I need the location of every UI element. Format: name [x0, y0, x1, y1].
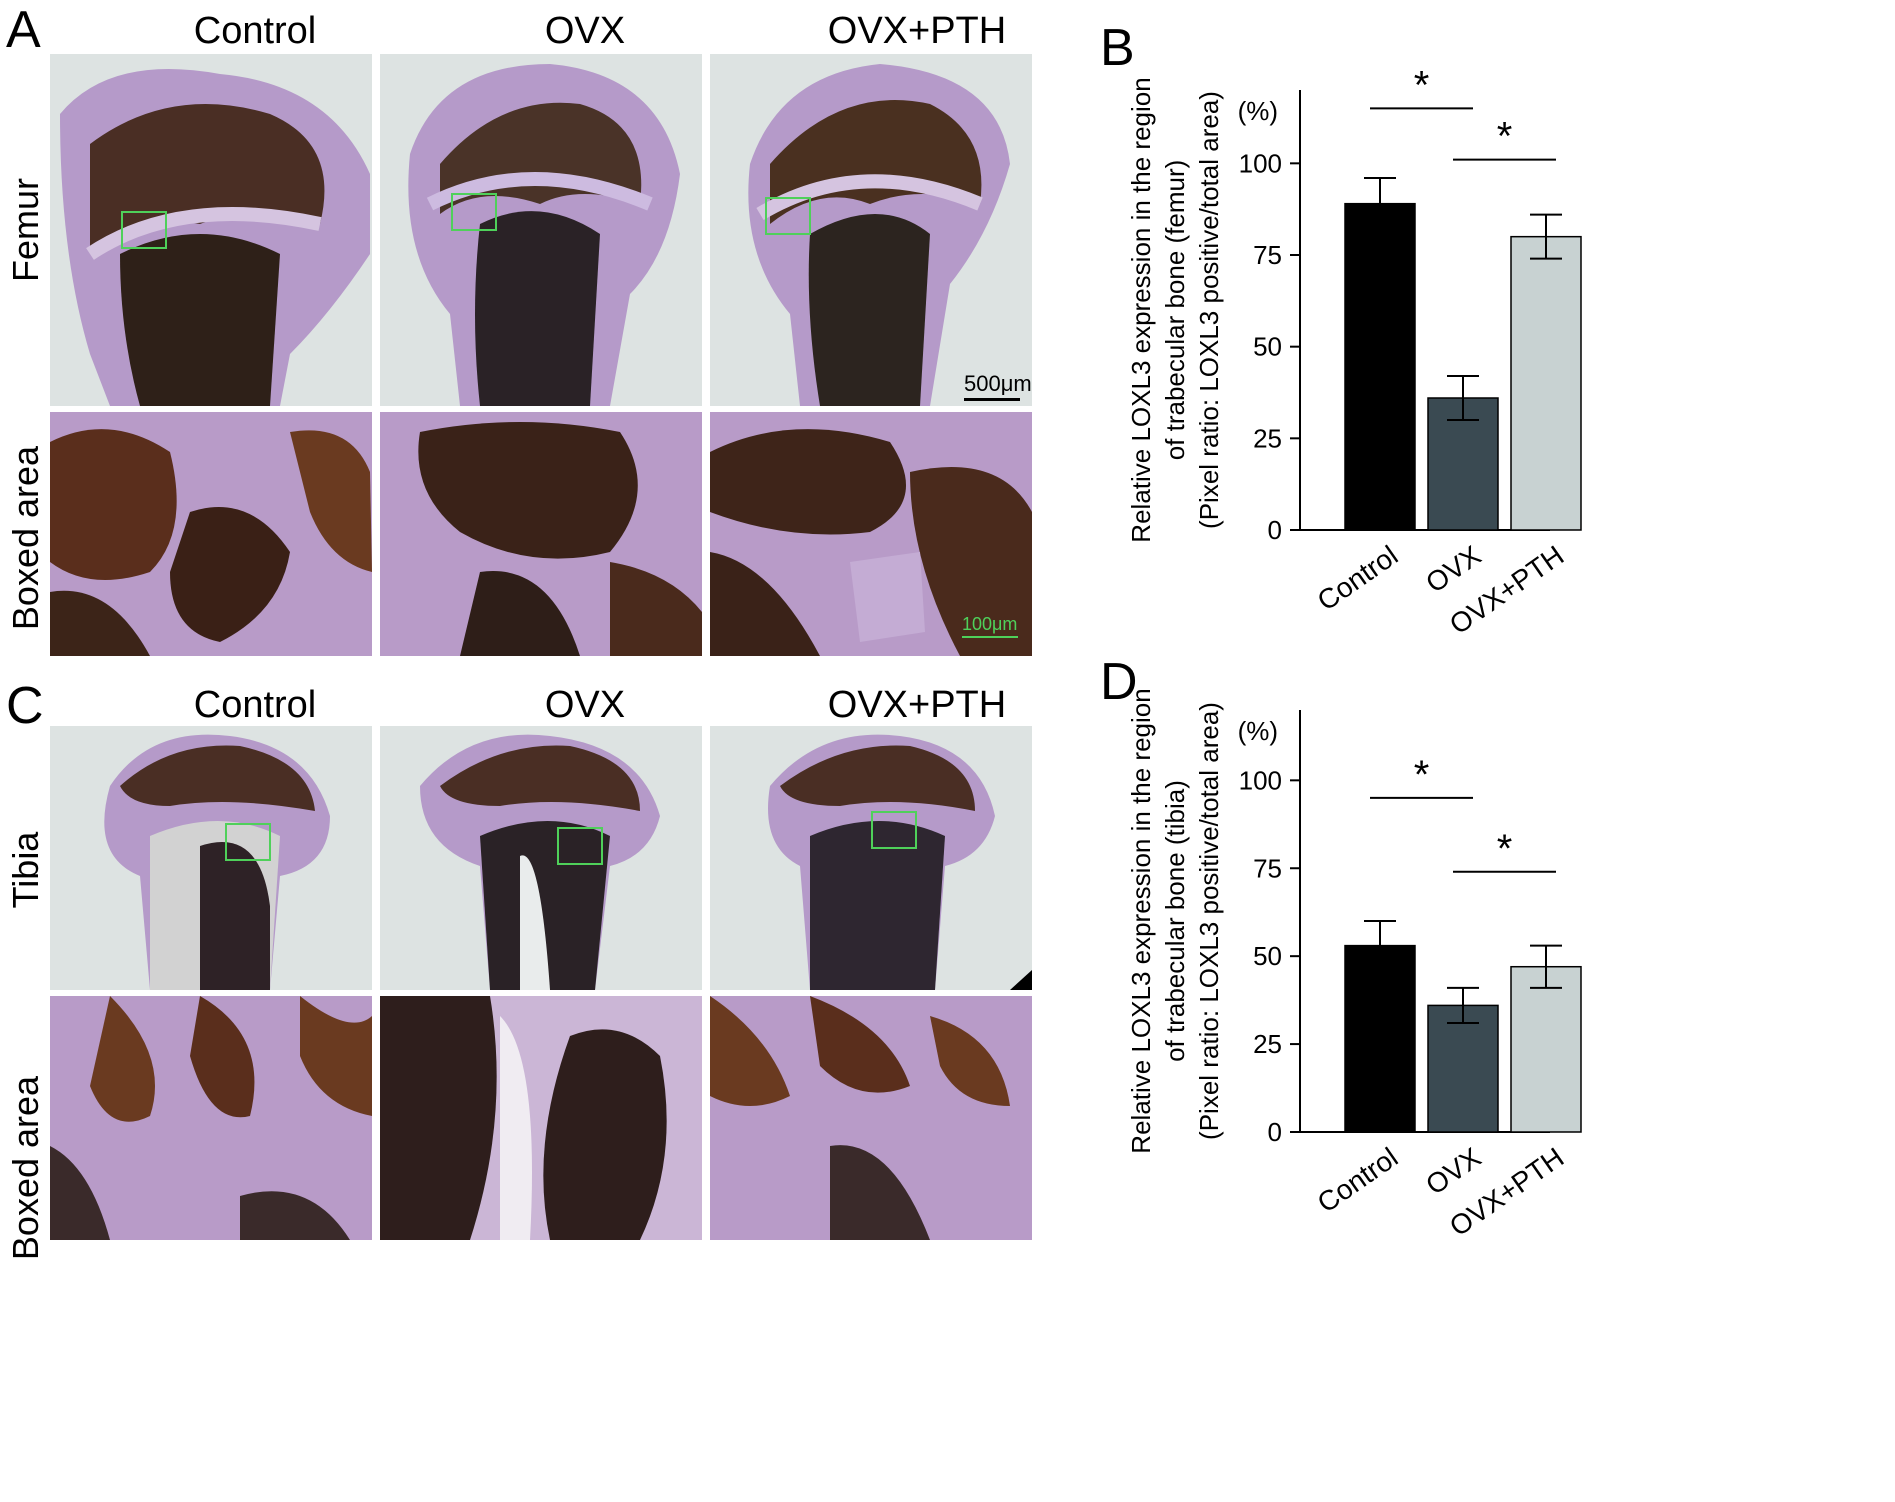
row-label-boxed-area: Boxed area [5, 445, 46, 631]
y-unit-label: (%) [1238, 716, 1278, 746]
tibia-ovx-image [380, 726, 702, 990]
femur-ovx-image [380, 54, 702, 406]
panel-letter-a: A [6, 1, 41, 59]
y-axis-label: Relative LOXL3 expression in the region o… [1126, 77, 1224, 542]
femur-ovx-pth-boxed-image [710, 412, 1032, 656]
femur-ovx-boxed-image [380, 412, 702, 656]
y-axis-label-line: (Pixel ratio: LOXL3 positive/total area) [1194, 702, 1224, 1140]
y-axis-label: Relative LOXL3 expression in the region o… [1126, 690, 1224, 1154]
column-title-ovx-pth-tibia: OVX+PTH [827, 684, 1007, 726]
x-tick-label: OVX [1420, 1141, 1486, 1200]
y-tick-label: 50 [1253, 332, 1282, 362]
femur-control-boxed-image [50, 412, 372, 656]
y-tick-label: 75 [1253, 240, 1282, 270]
scale-bar-100um [962, 636, 1018, 638]
panel-letter-d: D [1100, 653, 1138, 711]
column-title-ovx-tibia: OVX [544, 684, 626, 726]
column-title-ovx: OVX [544, 10, 626, 52]
femur-ovx-pth-image [710, 54, 1032, 406]
bar-control [1344, 944, 1416, 1133]
column-title-control: Control [193, 10, 317, 52]
tibia-ovx-pth-boxed-image [710, 996, 1032, 1240]
row-label-boxed-area-tibia: Boxed area [5, 1075, 46, 1261]
scale-bar-500um [964, 398, 1020, 401]
tibia-control-boxed-image [50, 996, 372, 1240]
y-tick-label: 25 [1253, 423, 1282, 453]
panel-letter-c: C [6, 677, 44, 735]
y-tick-label: 50 [1253, 941, 1282, 971]
tibia-ovx-boxed-image [380, 996, 702, 1240]
bar-ovx-pth [1510, 235, 1582, 531]
y-axis-label-line: (Pixel ratio: LOXL3 positive/total area) [1194, 91, 1224, 529]
column-title-control-tibia: Control [193, 684, 317, 726]
y-tick-label: 0 [1268, 1117, 1282, 1147]
y-axis-label-line: Relative LOXL3 expression in the region [1126, 690, 1156, 1154]
significance-star: * [1414, 753, 1430, 797]
y-tick-label: 100 [1239, 765, 1282, 795]
bar-control [1344, 202, 1416, 531]
y-axis-label-line: of trabecular bone (femur) [1160, 160, 1190, 461]
column-title-ovx-pth: OVX+PTH [827, 10, 1007, 52]
y-axis-label-line: of trabecular bone (tibia) [1160, 780, 1190, 1062]
significance-star: * [1497, 115, 1513, 159]
significance-star: * [1414, 63, 1430, 107]
row-label-tibia: Tibia [5, 831, 46, 909]
x-tick-label: Control [1312, 540, 1404, 617]
x-tick-label: OVX [1420, 539, 1486, 598]
y-tick-label: 100 [1239, 148, 1282, 178]
bar-ovx-pth [1510, 965, 1582, 1133]
y-tick-label: 75 [1253, 853, 1282, 883]
scale-label-500um: 500μm [964, 371, 1032, 396]
y-axis-label-line: Relative LOXL3 expression in the region [1126, 77, 1156, 542]
bar-chart-femur: (%) 0 25 50 75 100 Relative LOXL3 expression i… [1126, 63, 1582, 640]
tibia-ovx-pth-image [710, 726, 1032, 990]
y-unit-label: (%) [1238, 96, 1278, 126]
x-tick-label: Control [1312, 1142, 1404, 1219]
scale-label-100um: 100μm [962, 614, 1018, 634]
femur-control-image [50, 54, 372, 406]
y-tick-label: 0 [1268, 515, 1282, 545]
bar-ovx [1427, 1004, 1499, 1133]
bar-chart-tibia: (%) 0 25 50 75 100 Relative LOXL3 expression i… [1126, 690, 1582, 1242]
panel-letter-b: B [1100, 19, 1135, 77]
row-label-femur: Femur [5, 178, 46, 283]
tibia-control-image [50, 726, 372, 990]
significance-star: * [1497, 827, 1513, 871]
y-tick-label: 25 [1253, 1029, 1282, 1059]
